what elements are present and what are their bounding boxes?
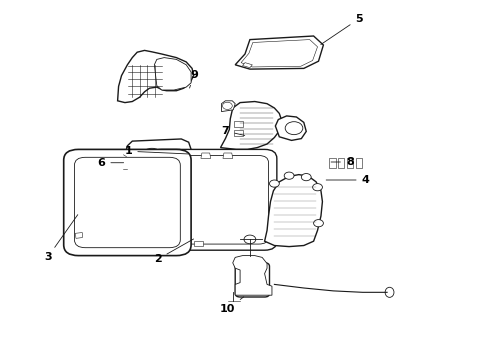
- Polygon shape: [194, 241, 203, 246]
- Polygon shape: [265, 175, 322, 247]
- Polygon shape: [233, 256, 272, 295]
- Text: 6: 6: [98, 158, 123, 168]
- Bar: [347, 158, 353, 168]
- Polygon shape: [223, 153, 233, 158]
- FancyBboxPatch shape: [64, 149, 191, 256]
- FancyBboxPatch shape: [149, 149, 277, 250]
- Polygon shape: [154, 58, 191, 90]
- Polygon shape: [118, 50, 194, 103]
- Circle shape: [222, 102, 232, 109]
- Text: 5: 5: [321, 14, 363, 45]
- Polygon shape: [234, 121, 243, 127]
- Text: 2: 2: [154, 239, 194, 264]
- Text: 7: 7: [221, 126, 245, 136]
- Circle shape: [301, 174, 311, 181]
- Circle shape: [285, 122, 303, 135]
- Polygon shape: [234, 130, 243, 136]
- FancyBboxPatch shape: [235, 263, 270, 297]
- Polygon shape: [75, 233, 82, 238]
- Text: 9: 9: [190, 70, 198, 88]
- Polygon shape: [152, 196, 162, 202]
- Bar: [329, 158, 336, 168]
- Bar: [338, 158, 344, 168]
- Circle shape: [270, 180, 279, 187]
- Ellipse shape: [240, 262, 265, 269]
- Text: 4: 4: [326, 175, 369, 185]
- Polygon shape: [221, 101, 235, 112]
- Ellipse shape: [385, 287, 394, 297]
- Circle shape: [313, 184, 322, 191]
- Polygon shape: [176, 153, 186, 158]
- Bar: [356, 158, 362, 168]
- Text: 3: 3: [44, 215, 78, 262]
- Polygon shape: [122, 139, 191, 186]
- Circle shape: [314, 220, 323, 227]
- Ellipse shape: [158, 165, 175, 175]
- Text: 10: 10: [220, 297, 244, 314]
- Circle shape: [284, 172, 294, 179]
- Ellipse shape: [143, 148, 161, 158]
- Text: 1: 1: [124, 146, 188, 156]
- Polygon shape: [275, 116, 306, 140]
- Circle shape: [244, 235, 256, 244]
- Polygon shape: [235, 36, 323, 69]
- Polygon shape: [243, 63, 252, 68]
- Polygon shape: [220, 102, 282, 149]
- Text: 8: 8: [331, 157, 354, 167]
- Polygon shape: [201, 153, 211, 158]
